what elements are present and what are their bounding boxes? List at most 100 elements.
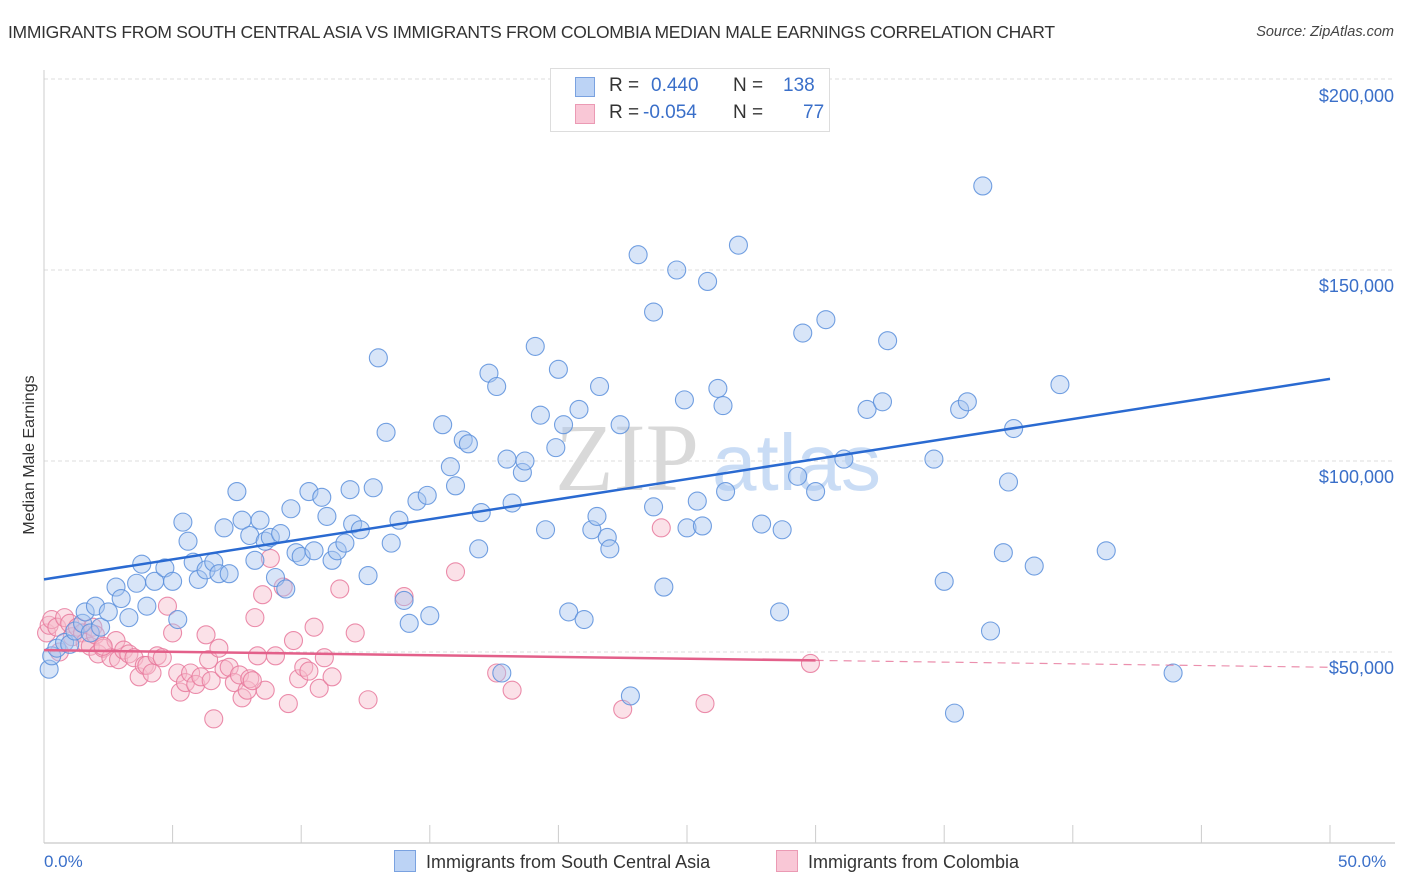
point-south-central-asia	[363, 478, 383, 498]
point-south-central-asia	[553, 415, 574, 435]
point-colombia	[695, 694, 715, 714]
point-south-central-asia	[214, 518, 234, 538]
point-colombia	[322, 667, 342, 687]
point-colombia	[209, 638, 229, 658]
point-colombia	[142, 663, 162, 683]
point-south-central-asia	[271, 524, 291, 544]
point-south-central-asia	[399, 613, 419, 633]
point-colombia	[445, 562, 466, 582]
point-south-central-asia	[343, 514, 363, 534]
point-south-central-asia	[944, 703, 965, 723]
point-south-central-asia	[597, 527, 617, 547]
r-value: -0.054	[643, 102, 697, 123]
grid-lines	[44, 78, 1395, 653]
point-south-central-asia	[458, 434, 478, 454]
point-colombia	[119, 644, 139, 664]
point-south-central-asia	[250, 510, 270, 530]
point-south-central-asia	[322, 550, 342, 570]
point-south-central-asia	[610, 415, 630, 435]
point-south-central-asia	[433, 415, 453, 435]
point-south-central-asia	[590, 376, 610, 397]
point-colombia	[253, 585, 273, 605]
point-colombia	[204, 709, 224, 729]
series-south-central-asia-points	[39, 176, 1183, 723]
legend-label: Immigrants from Colombia	[808, 852, 1020, 872]
point-south-central-asia	[950, 399, 970, 419]
trend-line	[43, 377, 1331, 581]
point-south-central-asia	[47, 638, 67, 658]
point-south-central-asia	[816, 310, 836, 330]
point-south-central-asia	[878, 331, 898, 351]
point-south-central-asia	[548, 359, 568, 379]
point-colombia	[330, 579, 350, 599]
point-colombia	[345, 623, 365, 643]
point-south-central-asia	[698, 271, 718, 292]
pink-swatch	[776, 850, 798, 873]
n-label: N =	[733, 102, 764, 123]
point-south-central-asia	[127, 573, 147, 593]
point-south-central-asia	[173, 512, 193, 532]
point-south-central-asia	[957, 392, 977, 412]
n-value: 138	[783, 75, 815, 96]
point-south-central-asia	[924, 449, 944, 469]
point-colombia	[255, 680, 275, 700]
point-colombia	[93, 636, 113, 656]
point-colombia	[358, 690, 378, 710]
point-south-central-asia	[716, 482, 736, 502]
point-south-central-asia	[788, 466, 808, 486]
y-tick-label: $150,000	[1318, 276, 1394, 296]
point-south-central-asia	[245, 550, 265, 570]
r-label: R =	[609, 75, 640, 96]
point-south-central-asia	[667, 260, 687, 280]
point-south-central-asia	[980, 621, 1001, 641]
point-colombia	[129, 667, 149, 687]
point-south-central-asia	[260, 527, 280, 547]
n-label: N =	[733, 75, 764, 96]
point-colombia	[191, 667, 211, 687]
point-south-central-asia	[188, 569, 208, 589]
point-south-central-asia	[209, 564, 229, 584]
blue-swatch	[394, 850, 416, 873]
trend-line-dashed	[815, 659, 1331, 668]
point-colombia	[106, 630, 126, 651]
point-south-central-asia	[535, 520, 556, 540]
point-colombia	[265, 646, 286, 666]
point-south-central-asia	[1163, 663, 1183, 683]
point-south-central-asia	[973, 176, 993, 196]
point-south-central-asia	[1050, 375, 1070, 395]
point-south-central-asia	[163, 571, 183, 591]
point-colombia	[299, 661, 319, 681]
point-south-central-asia	[340, 480, 360, 500]
point-south-central-asia	[872, 392, 893, 412]
r-label: R =	[609, 102, 640, 123]
point-south-central-asia	[674, 390, 694, 410]
point-south-central-asia	[85, 596, 105, 616]
point-south-central-asia	[772, 520, 792, 540]
point-colombia	[304, 617, 324, 637]
point-colombia	[247, 646, 268, 666]
trend-line-solid	[43, 648, 816, 662]
point-south-central-asia	[998, 472, 1019, 492]
point-south-central-asia	[65, 621, 85, 641]
point-south-central-asia	[376, 422, 396, 442]
point-south-central-asia	[453, 430, 473, 450]
legend-label: Immigrants from South Central Asia	[426, 852, 711, 872]
point-colombia	[289, 669, 309, 689]
point-colombia	[278, 694, 298, 714]
point-south-central-asia	[389, 510, 409, 530]
point-colombia	[181, 663, 201, 683]
pink-swatch	[575, 104, 595, 124]
point-colombia	[245, 608, 265, 628]
point-colombia	[260, 548, 280, 568]
point-south-central-asia	[934, 571, 954, 591]
point-south-central-asia	[492, 663, 512, 683]
point-south-central-asia	[644, 302, 664, 322]
point-south-central-asia	[993, 543, 1013, 563]
point-colombia	[294, 657, 314, 677]
point-south-central-asia	[687, 491, 707, 511]
point-colombia	[201, 671, 221, 691]
point-south-central-asia	[569, 399, 589, 419]
point-south-central-asia	[196, 560, 216, 580]
point-south-central-asia	[512, 462, 532, 483]
